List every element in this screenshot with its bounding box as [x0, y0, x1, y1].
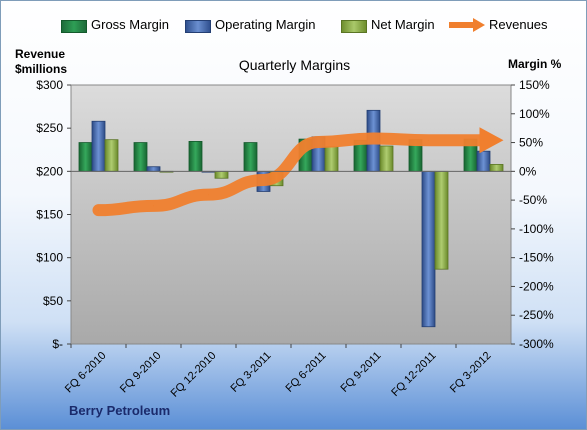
legend-label-operating-margin: Operating Margin	[215, 17, 316, 32]
left-axis-label-line1: Revenue	[15, 47, 66, 61]
revenue-point-6	[428, 139, 429, 141]
right-tick-label-6: 0%	[519, 164, 537, 178]
x-tick-label-7: FQ 3-2012	[448, 350, 494, 396]
right-tick-label-5: -50%	[519, 193, 547, 207]
revenue-line-layer	[92, 127, 504, 217]
left-tick-label-6: $300	[36, 78, 63, 92]
bar-operating-margin-6	[421, 170, 436, 328]
legend-label-revenues: Revenues	[489, 17, 548, 32]
bar-operating-margin-7	[476, 150, 491, 172]
x-tick-label-0: FQ 6-2010	[63, 350, 109, 396]
revenue-point-3	[263, 179, 264, 181]
x-tick-label-2: FQ 12-2010	[169, 350, 219, 400]
x-tick-label-3: FQ 3-2011	[229, 350, 274, 395]
right-tick-label-1: -250%	[519, 308, 554, 322]
legend-label-net-margin: Net Margin	[371, 17, 435, 32]
revenue-point-7	[483, 139, 484, 141]
legend-swatch-gross-margin	[61, 20, 87, 33]
right-tick-label-8: 100%	[519, 107, 550, 121]
right-axis-label: Margin %	[508, 57, 562, 71]
legend-swatch-net-margin	[341, 20, 367, 33]
x-tick-label-6: FQ 12-2011	[389, 350, 438, 399]
legend-label-gross-margin: Gross Margin	[91, 17, 170, 32]
bar-net-margin-5	[379, 145, 394, 172]
right-tick-label-4: -100%	[519, 222, 554, 236]
bar-gross-margin-0	[78, 142, 93, 172]
right-tick-label-9: 150%	[519, 78, 550, 92]
left-axis-label-line2: $millions	[15, 62, 68, 76]
bar-gross-margin-3	[243, 142, 258, 172]
revenue-line	[92, 132, 490, 217]
revenue-arrowhead	[479, 127, 504, 154]
left-tick-label-4: $200	[36, 164, 63, 178]
bar-operating-margin-1	[146, 166, 161, 172]
revenue-point-4	[318, 141, 319, 143]
revenue-point-1	[153, 205, 154, 207]
revenue-point-0	[98, 209, 99, 211]
bar-net-margin-6	[434, 170, 449, 270]
revenue-point-2	[208, 194, 209, 196]
right-tick-label-0: -300%	[519, 337, 554, 351]
revenue-point-5	[373, 138, 374, 140]
x-tick-label-5: FQ 9-2011	[339, 350, 384, 395]
legend-swatch-revenues	[449, 18, 485, 32]
bar-net-margin-4	[324, 146, 339, 172]
legend: Gross Margin Operating Margin Net Margin…	[1, 17, 586, 37]
chart-title: Quarterly Margins	[238, 57, 351, 73]
company-name: Berry Petroleum	[69, 403, 171, 418]
bar-operating-margin-0	[91, 120, 106, 172]
right-tick-label-3: -150%	[519, 251, 554, 265]
bar-net-margin-7	[489, 164, 504, 172]
x-tick-label-4: FQ 6-2011	[284, 350, 329, 395]
bar-net-margin-0	[104, 139, 119, 172]
left-tick-label-5: $250	[36, 121, 63, 135]
x-tick-label-1: FQ 9-2010	[118, 350, 164, 396]
left-tick-label-3: $150	[36, 208, 63, 222]
bar-gross-margin-2	[188, 141, 203, 172]
left-tick-label-2: $100	[36, 251, 63, 265]
right-tick-label-2: -200%	[519, 279, 554, 293]
bar-gross-margin-1	[133, 142, 148, 172]
bar-net-margin-2	[214, 170, 229, 179]
right-tick-label-7: 50%	[519, 136, 543, 150]
legend-swatch-operating-margin	[185, 20, 211, 33]
left-tick-label-0: $-	[52, 337, 63, 351]
left-tick-label-1: $50	[43, 294, 63, 308]
